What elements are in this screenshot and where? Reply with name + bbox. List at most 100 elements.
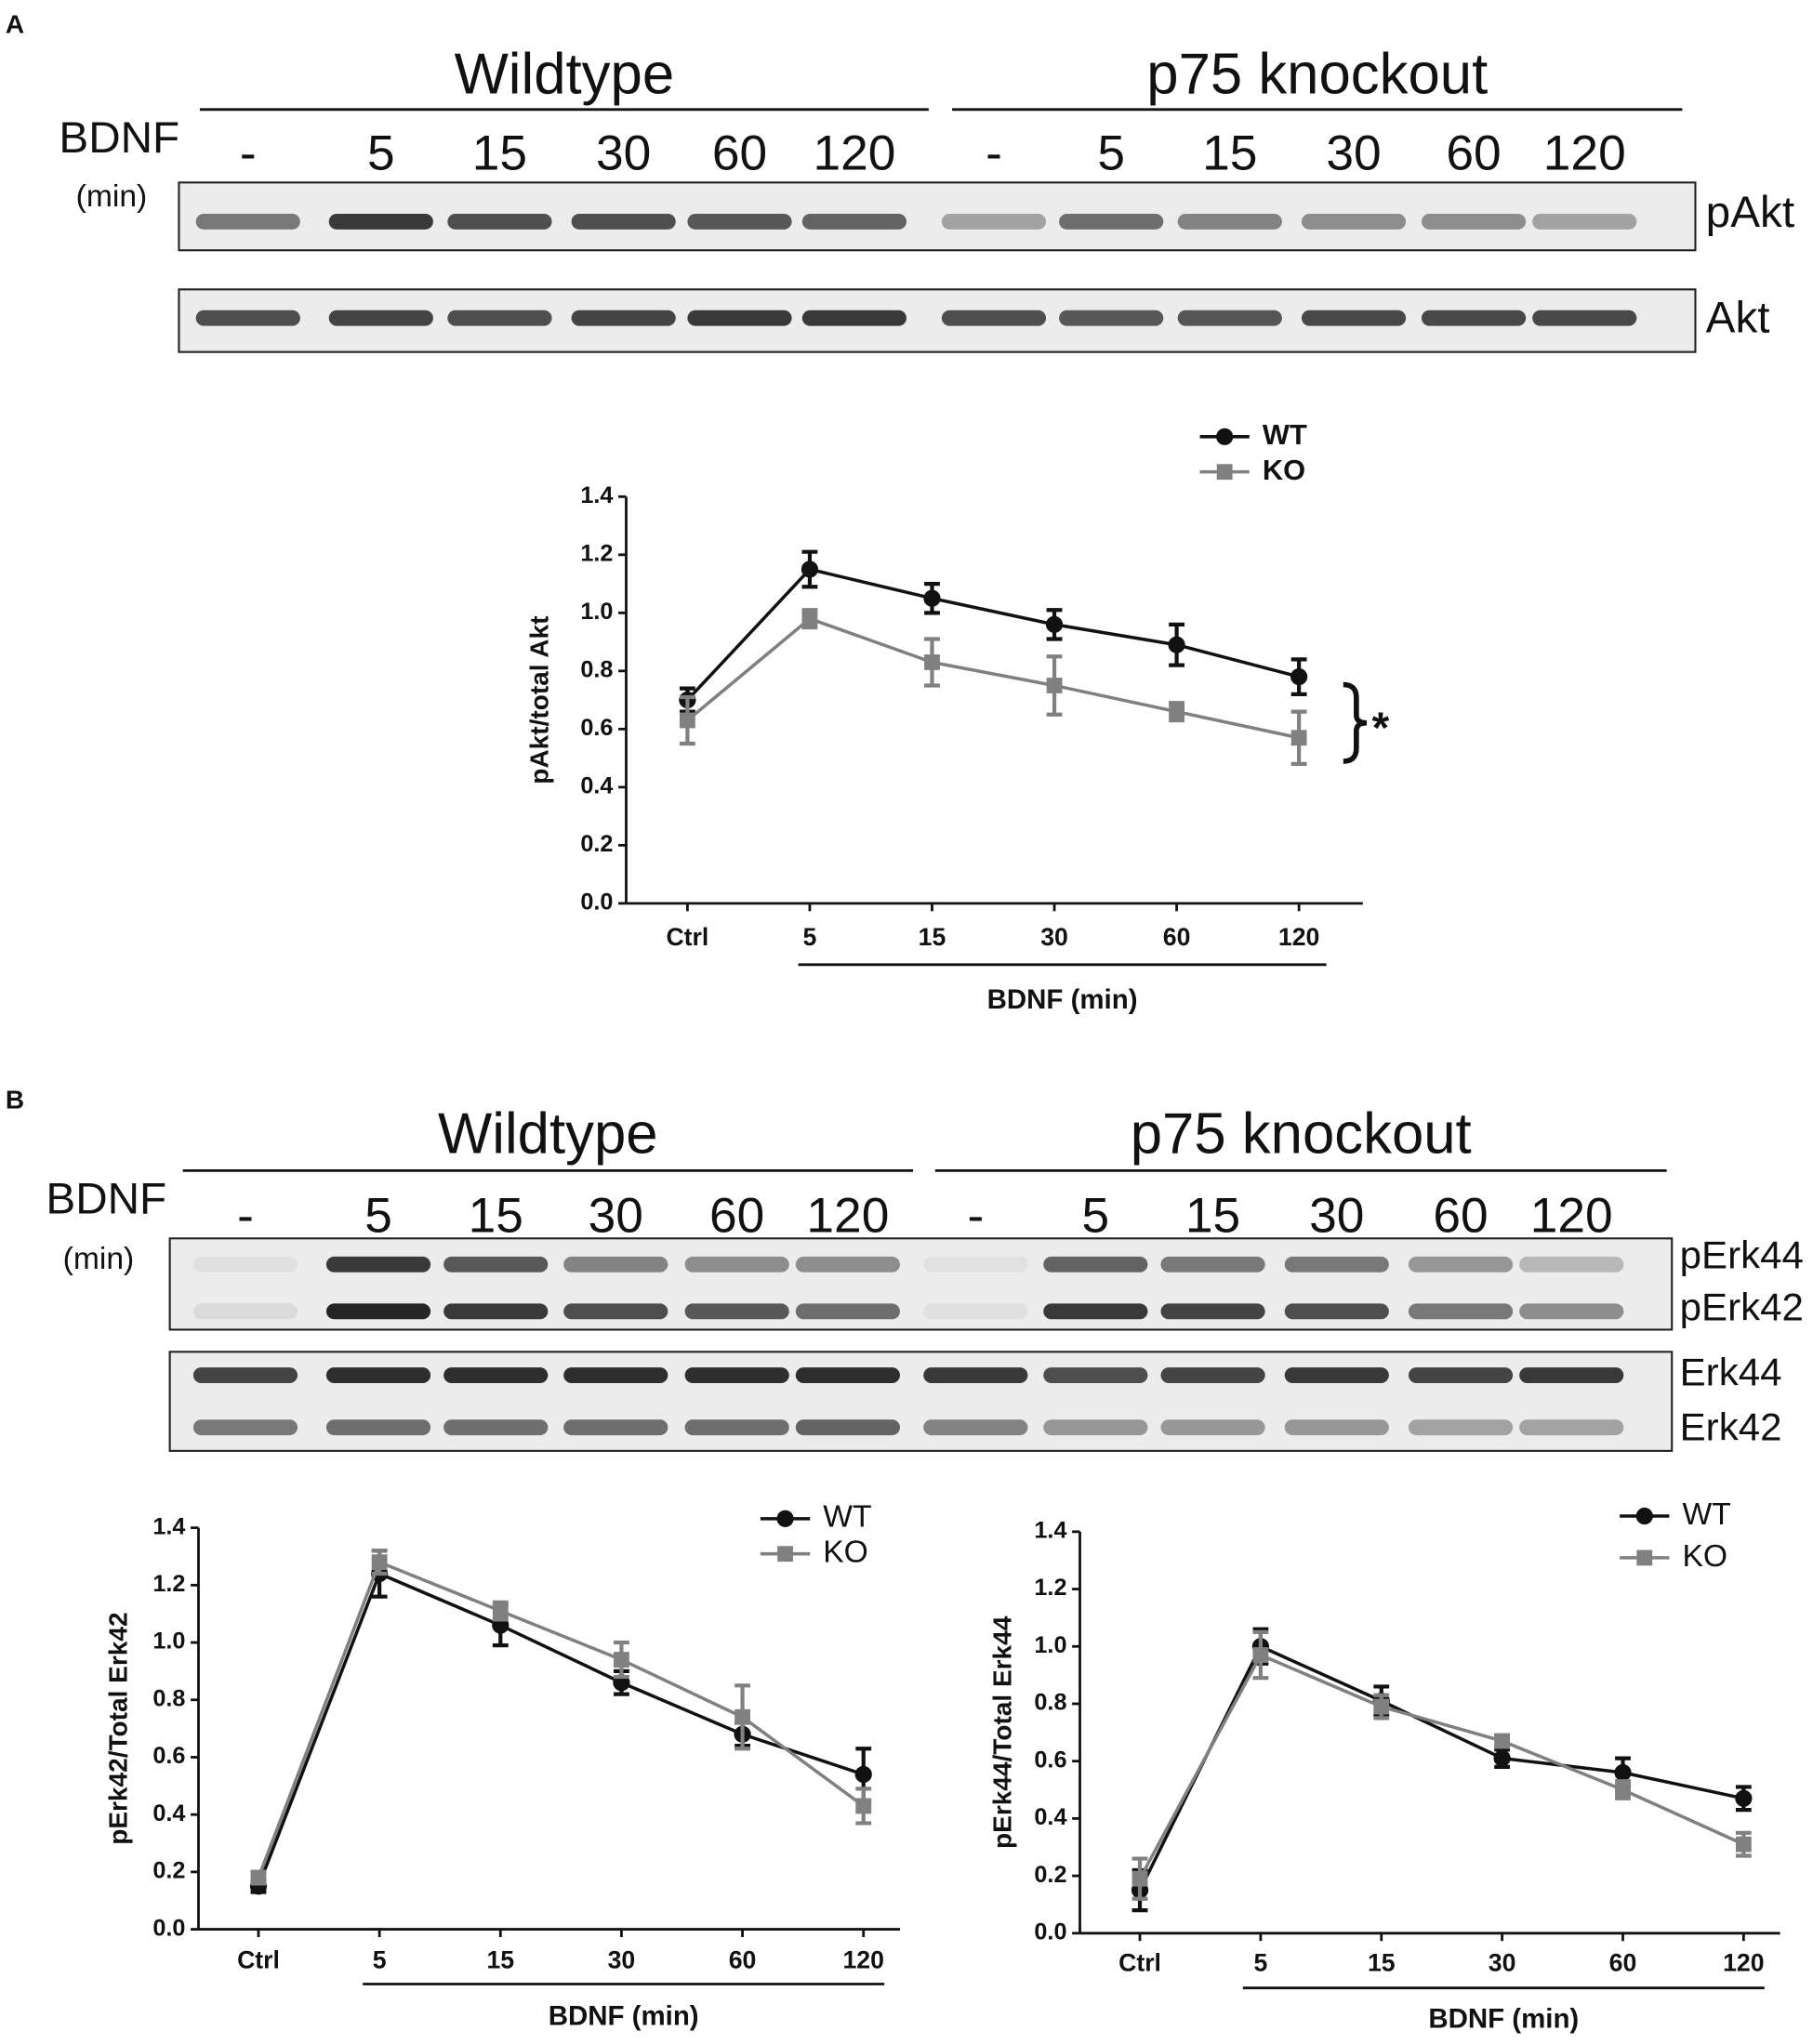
legend-label: WT (1263, 418, 1307, 451)
blot-band (1043, 1256, 1148, 1273)
x-tick-label: 30 (608, 1946, 636, 1974)
blot-band (1177, 213, 1282, 230)
legend-marker (1216, 428, 1234, 445)
data-point (801, 611, 818, 627)
blot-band (795, 1303, 900, 1320)
y-tick-label: 1.0 (152, 1629, 185, 1655)
lane-label: 5 (364, 1188, 392, 1243)
x-tick-label: 5 (803, 923, 817, 951)
blot-band (1059, 213, 1164, 230)
y-tick-label: 0.0 (1034, 1919, 1066, 1945)
y-tick-label: 0.4 (1034, 1804, 1066, 1830)
blot-band (1408, 1419, 1514, 1436)
blot-band (443, 1303, 549, 1320)
blot-band (1532, 310, 1637, 326)
legend-label: KO (1263, 454, 1305, 486)
blot-band (325, 1419, 431, 1436)
x-tick-label: 60 (1609, 1948, 1637, 1976)
blot-band (1177, 310, 1282, 326)
blot-band (1421, 213, 1527, 230)
x-tick-label: Ctrl (666, 923, 708, 951)
blot-band (195, 310, 300, 326)
blot-box (168, 1351, 1674, 1452)
y-axis-label: pAkt/total Akt (525, 616, 554, 785)
lane-label: - (240, 125, 257, 180)
blot-band (443, 1256, 549, 1273)
y-tick-label: 1.2 (580, 541, 613, 567)
y-tick-label: 0.2 (580, 831, 613, 857)
x-tick-label: Ctrl (1118, 1948, 1161, 1976)
blot-band (192, 1419, 298, 1436)
y-tick-label: 0.2 (1034, 1862, 1066, 1888)
blot-band (325, 1303, 431, 1320)
lane-label: 120 (1543, 125, 1626, 180)
blot-band (687, 310, 792, 326)
data-point (855, 1798, 872, 1814)
blot-band (923, 1367, 1028, 1383)
data-point (1290, 730, 1307, 746)
lane-label: 30 (1326, 125, 1381, 180)
group-label: p75 knockout (1131, 1102, 1472, 1167)
blot-band (1284, 1419, 1389, 1436)
legend-label: KO (1682, 1539, 1727, 1574)
legend-marker (1216, 464, 1233, 481)
series-line (1138, 1653, 1745, 1880)
blot-band (195, 213, 300, 230)
lane-label: 60 (709, 1188, 764, 1243)
y-tick-label: 0.0 (580, 890, 613, 916)
data-point (1046, 678, 1063, 693)
group-label: p75 knockout (1146, 42, 1488, 106)
blot-band (1301, 310, 1407, 326)
y-tick-label: 1.2 (1034, 1575, 1066, 1601)
legend-label: KO (823, 1536, 868, 1570)
y-tick-label: 0.6 (580, 715, 613, 741)
y-tick-label: 1.0 (1034, 1632, 1066, 1658)
lane-label: 30 (596, 125, 651, 180)
x-tick-label: Ctrl (237, 1946, 280, 1974)
blot-band (1519, 1367, 1624, 1383)
blot-band (192, 1256, 298, 1273)
blot-band (1301, 213, 1407, 230)
blot-band (801, 213, 906, 230)
lane-label: - (967, 1188, 984, 1243)
y-tick-label: 1.4 (580, 482, 613, 508)
lane-label: 15 (469, 1188, 523, 1243)
legend-marker (1636, 1549, 1653, 1566)
unit-label: (min) (63, 1242, 135, 1276)
x-tick-label: 15 (1368, 1948, 1396, 1976)
blot-band (325, 1367, 431, 1383)
y-tick-label: 0.6 (1034, 1747, 1066, 1773)
blot-band (1284, 1303, 1389, 1320)
lane-label: 60 (1446, 125, 1501, 180)
blot-band (1408, 1256, 1514, 1273)
data-point (1735, 1836, 1752, 1853)
blot-band (687, 213, 792, 230)
blot-band (923, 1256, 1028, 1273)
blot-band (328, 310, 433, 326)
blot-band (192, 1367, 298, 1383)
lane-label: 30 (589, 1188, 643, 1243)
data-point (1131, 1870, 1148, 1887)
lane-label: - (986, 125, 1002, 180)
y-tick-label: 0.8 (1034, 1690, 1066, 1716)
data-point (924, 654, 940, 670)
row-label: BDNF (46, 1175, 166, 1224)
data-point (1373, 1698, 1390, 1715)
blot-band (1160, 1367, 1265, 1383)
legend-marker (1635, 1507, 1653, 1525)
blot-band (941, 213, 1047, 230)
data-point (1735, 1789, 1753, 1807)
x-axis-label: BDNF (min) (1428, 2004, 1579, 2035)
y-tick-label: 0.0 (152, 1915, 185, 1941)
blot-band (447, 310, 552, 326)
data-point (492, 1602, 509, 1619)
data-point (1493, 1749, 1511, 1767)
series-line (257, 1560, 865, 1879)
lane-label: 120 (806, 1188, 889, 1243)
x-tick-label: 120 (843, 1946, 884, 1974)
y-tick-label: 0.6 (152, 1743, 185, 1769)
annotation: * (1372, 704, 1390, 753)
blot-band (563, 1367, 668, 1383)
blot-band (684, 1256, 789, 1273)
